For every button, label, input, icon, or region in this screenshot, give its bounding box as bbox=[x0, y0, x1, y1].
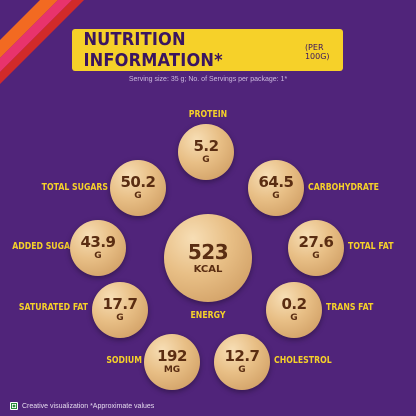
saturated-fat-unit: G bbox=[116, 313, 124, 323]
total-fat-label: TOTAL FAT bbox=[348, 241, 394, 252]
saturated-fat-value: 17.7 bbox=[102, 295, 138, 313]
saturated-fat-label: SATURATED FAT bbox=[18, 302, 88, 313]
total-sugars-label: TOTAL SUGARS bbox=[41, 182, 108, 193]
energy-ball: 523 KCAL bbox=[164, 214, 252, 302]
carbohydrate-unit: G bbox=[272, 191, 280, 201]
cholestrol-unit: G bbox=[238, 365, 246, 375]
added-sugars-ball: 43.9 G bbox=[70, 220, 126, 276]
serving-info: Serving size: 35 g; No. of Servings per … bbox=[128, 76, 288, 83]
footer-text: Creative visualization *Approximate valu… bbox=[22, 402, 155, 410]
trans-fat-ball: 0.2 G bbox=[266, 282, 322, 338]
title-suffix: (PER 100G) bbox=[304, 43, 330, 61]
cholestrol-value: 12.7 bbox=[224, 347, 260, 365]
energy-value: 523 bbox=[187, 239, 229, 264]
footer-note: Creative visualization *Approximate valu… bbox=[10, 402, 154, 410]
protein-unit: G bbox=[202, 155, 210, 165]
protein-label: PROTEIN bbox=[188, 109, 228, 120]
carbohydrate-ball: 64.5 G bbox=[248, 160, 304, 216]
sodium-unit: MG bbox=[163, 365, 181, 375]
added-sugars-value: 43.9 bbox=[80, 233, 116, 251]
cholestrol-label: CHOLESTROL bbox=[274, 355, 332, 366]
energy-label: ENERGY bbox=[190, 310, 226, 321]
trans-fat-label: TRANS FAT bbox=[326, 302, 374, 313]
added-sugars-unit: G bbox=[94, 251, 102, 261]
total-fat-ball: 27.6 G bbox=[288, 220, 344, 276]
veg-mark-icon bbox=[10, 402, 18, 410]
sodium-label: SODIUM bbox=[106, 355, 142, 366]
total-sugars-value: 50.2 bbox=[120, 173, 156, 191]
protein-ball: 5.2 G bbox=[178, 124, 234, 180]
total-sugars-unit: G bbox=[134, 191, 142, 201]
total-sugars-ball: 50.2 G bbox=[110, 160, 166, 216]
added-sugars-label: ADDED SUGARS bbox=[12, 241, 82, 252]
page-title: NUTRITION INFORMATION* bbox=[83, 29, 223, 71]
total-fat-unit: G bbox=[312, 251, 320, 261]
carbohydrate-label: CARBOHYDRATE bbox=[308, 182, 379, 193]
saturated-fat-ball: 17.7 G bbox=[92, 282, 148, 338]
trans-fat-value: 0.2 bbox=[281, 295, 307, 313]
trans-fat-unit: G bbox=[290, 313, 298, 323]
total-fat-value: 27.6 bbox=[298, 233, 334, 251]
title-banner: NUTRITION INFORMATION* (PER 100G) bbox=[72, 29, 343, 71]
energy-unit: KCAL bbox=[193, 263, 223, 275]
sodium-value: 192 bbox=[157, 347, 187, 365]
sodium-ball: 192 MG bbox=[144, 334, 200, 390]
carbohydrate-value: 64.5 bbox=[258, 173, 294, 191]
cholestrol-ball: 12.7 G bbox=[214, 334, 270, 390]
protein-value: 5.2 bbox=[193, 137, 219, 155]
